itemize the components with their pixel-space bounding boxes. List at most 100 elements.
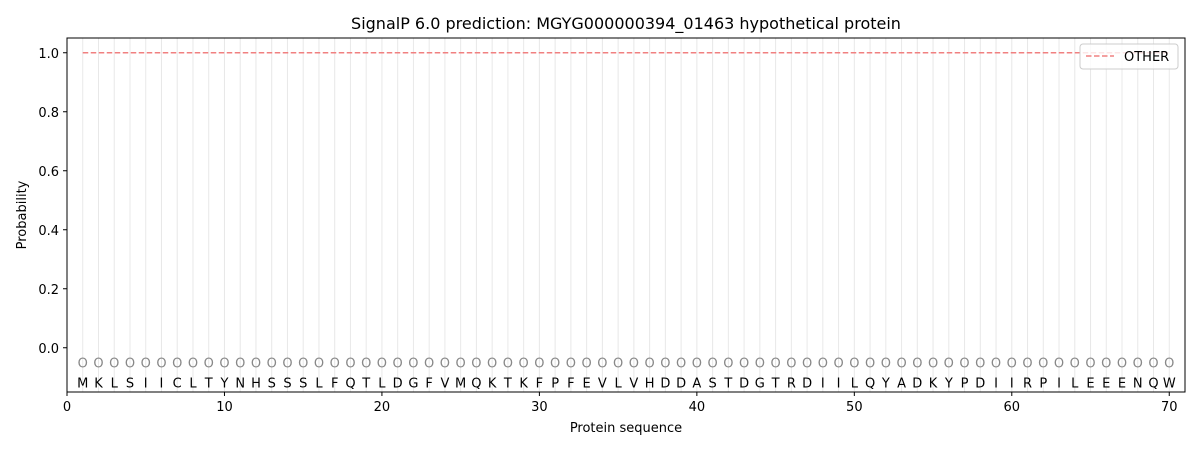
residue-label: I <box>1010 376 1014 391</box>
predicted-label-mark: O <box>141 357 151 372</box>
residue-label: I <box>1057 376 1061 391</box>
residue-label: F <box>425 376 432 391</box>
predicted-label-mark: O <box>802 357 812 372</box>
residue-label: E <box>583 376 591 391</box>
predicted-label-mark: O <box>739 357 749 372</box>
x-tick-label: 60 <box>1004 400 1021 415</box>
predicted-label-mark: O <box>282 357 292 372</box>
predicted-label-mark: O <box>330 357 340 372</box>
residue-label: N <box>235 376 245 391</box>
residue-label: A <box>692 376 701 391</box>
residue-label: L <box>851 376 859 391</box>
residue-label: F <box>331 376 338 391</box>
residue-label: R <box>787 376 796 391</box>
predicted-label-mark: O <box>991 357 1001 372</box>
residue-label: V <box>629 376 638 391</box>
predicted-label-mark: O <box>314 357 324 372</box>
predicted-label-mark: O <box>172 357 182 372</box>
residue-label: K <box>929 376 938 391</box>
y-tick-label: 0.6 <box>38 165 59 180</box>
predicted-label-mark: O <box>1133 357 1143 372</box>
x-tick-label: 50 <box>846 400 863 415</box>
predicted-label-mark: O <box>786 357 796 372</box>
predicted-label-mark: O <box>109 357 119 372</box>
predicted-label-mark: O <box>755 357 765 372</box>
predicted-label-mark: O <box>93 357 103 372</box>
residue-label: R <box>1023 376 1032 391</box>
residue-label: T <box>723 376 732 391</box>
residue-label: D <box>739 376 749 391</box>
predicted-label-mark: O <box>629 357 639 372</box>
predicted-label-mark: O <box>1148 357 1158 372</box>
predicted-label-mark: O <box>298 357 308 372</box>
predicted-label-mark: O <box>251 357 261 372</box>
chart-title: SignalP 6.0 prediction: MGYG000000394_01… <box>351 14 901 34</box>
predicted-label-mark: O <box>818 357 828 372</box>
predicted-label-mark: O <box>582 357 592 372</box>
residue-label: T <box>771 376 780 391</box>
residue-label: G <box>755 376 765 391</box>
residue-label: M <box>77 376 88 391</box>
predicted-label-mark: O <box>534 357 544 372</box>
predicted-label-mark: O <box>881 357 891 372</box>
residue-label: V <box>598 376 607 391</box>
predicted-label-mark: O <box>408 357 418 372</box>
residue-label: E <box>1118 376 1126 391</box>
residue-label: C <box>173 376 182 391</box>
residue-label: I <box>144 376 148 391</box>
x-tick-label: 30 <box>531 400 548 415</box>
residue-label: I <box>994 376 998 391</box>
x-tick-label: 20 <box>374 400 391 415</box>
predicted-label-mark: O <box>1022 357 1032 372</box>
predicted-label-mark: O <box>503 357 513 372</box>
residue-label: Y <box>944 376 953 391</box>
predicted-label-mark: O <box>928 357 938 372</box>
predicted-label-mark: O <box>1117 357 1127 372</box>
residue-label: T <box>204 376 213 391</box>
residue-label: P <box>551 376 559 391</box>
predicted-label-mark: O <box>1038 357 1048 372</box>
residue-label: D <box>676 376 686 391</box>
predicted-label-mark: O <box>487 357 497 372</box>
predicted-label-mark: O <box>613 357 623 372</box>
predicted-label-mark: O <box>912 357 922 372</box>
predicted-label-mark: O <box>188 357 198 372</box>
residue-label: Q <box>1148 376 1158 391</box>
x-tick-label: 0 <box>63 400 71 415</box>
predicted-label-mark: O <box>1054 357 1064 372</box>
y-tick-label: 1.0 <box>38 47 59 62</box>
residue-label: K <box>519 376 528 391</box>
residue-label: F <box>536 376 543 391</box>
predicted-label-mark: O <box>219 357 229 372</box>
residue-label: T <box>361 376 370 391</box>
residue-label: T <box>503 376 512 391</box>
legend: OTHER <box>1079 43 1179 70</box>
predicted-label-mark: O <box>156 357 166 372</box>
x-tick-label: 10 <box>216 400 233 415</box>
predicted-label-mark: O <box>707 357 717 372</box>
residue-label: G <box>408 376 418 391</box>
predicted-label-mark: O <box>1085 357 1095 372</box>
predicted-label-mark: O <box>1007 357 1017 372</box>
x-axis-label: Protein sequence <box>570 421 682 436</box>
predicted-label-mark: O <box>645 357 655 372</box>
y-tick-label: 0.2 <box>38 283 59 298</box>
residue-label: N <box>1133 376 1143 391</box>
residue-label: K <box>488 376 497 391</box>
predicted-label-mark: O <box>1070 357 1080 372</box>
x-tick-label: 70 <box>1161 400 1178 415</box>
residue-label: M <box>455 376 466 391</box>
predicted-label-mark: O <box>676 357 686 372</box>
residue-label: Y <box>881 376 890 391</box>
residue-label: Q <box>865 376 875 391</box>
residue-label: Q <box>345 376 355 391</box>
predicted-label-mark: O <box>597 357 607 372</box>
residue-label: H <box>645 376 655 391</box>
residue-label: Q <box>471 376 481 391</box>
y-tick-label: 0.0 <box>38 342 59 357</box>
predicted-label-mark: O <box>361 357 371 372</box>
legend-label-other: OTHER <box>1124 50 1169 65</box>
residue-label: E <box>1086 376 1094 391</box>
residue-label: E <box>1102 376 1110 391</box>
